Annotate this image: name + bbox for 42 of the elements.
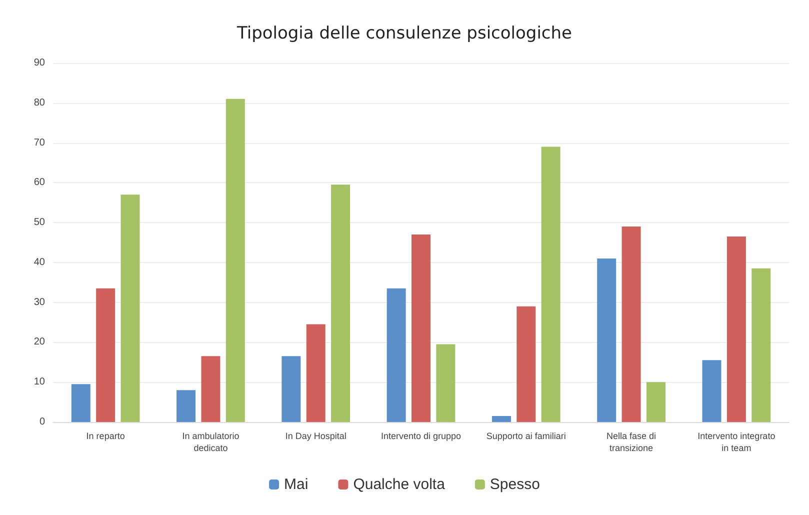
bar — [71, 384, 90, 422]
chart-title: Tipologia delle consulenze psicologiche — [236, 24, 572, 44]
bar — [436, 344, 456, 422]
x-tick-label: Nella fase di transizione — [606, 431, 656, 453]
x-tick-label: In Day Hospital — [285, 431, 346, 441]
y-tick-label: 70 — [34, 137, 46, 148]
bar — [622, 226, 641, 422]
bar — [646, 382, 666, 422]
bar — [726, 236, 746, 422]
bar — [752, 268, 771, 422]
x-tick-label: In reparto — [86, 431, 125, 441]
legend-label: Mai — [284, 476, 308, 493]
legend-label: Qualche volta — [353, 476, 446, 493]
legend-label: Spesso — [490, 476, 540, 493]
y-tick-label: 80 — [34, 97, 46, 108]
bar — [597, 258, 616, 422]
x-tick-label: Intervento di gruppo — [380, 431, 462, 441]
bar — [492, 416, 511, 422]
x-tick-label: Supporto ai familiari — [486, 431, 566, 441]
bar — [306, 324, 326, 422]
bar — [541, 146, 560, 422]
y-tick-label: 40 — [34, 256, 46, 268]
bar — [386, 288, 406, 422]
bar — [282, 356, 301, 422]
y-tick-label: 20 — [34, 336, 46, 348]
y-tick-label: 0 — [39, 416, 46, 428]
x-tick-label: In ambulatorio dedicato — [182, 431, 240, 453]
y-tick-label: 30 — [34, 296, 46, 308]
bar — [226, 98, 245, 422]
bar — [201, 356, 220, 422]
bar — [96, 288, 116, 422]
x-tick-label: Intervento integrato in team — [698, 431, 776, 453]
bar — [176, 390, 196, 422]
y-tick-label: 90 — [34, 58, 46, 68]
bar — [331, 184, 350, 422]
y-tick-label: 60 — [34, 177, 46, 188]
bar — [120, 194, 140, 422]
y-tick-label: 50 — [34, 217, 46, 228]
y-tick-label: 10 — [34, 376, 46, 388]
bar — [516, 306, 536, 422]
bar — [702, 360, 722, 422]
bar — [412, 234, 430, 422]
